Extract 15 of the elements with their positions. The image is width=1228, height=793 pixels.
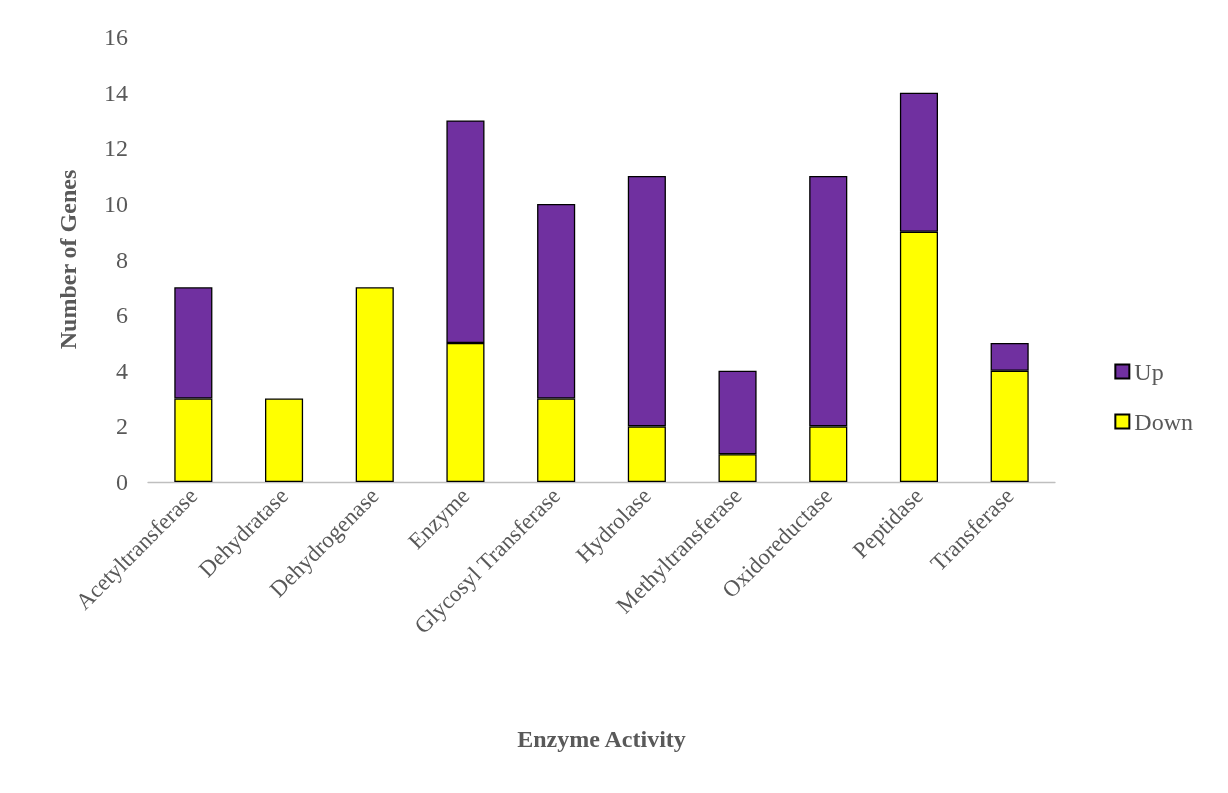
y-tick-label: 10 <box>104 190 128 217</box>
legend-label: Down <box>1134 408 1194 435</box>
y-tick-label: 2 <box>116 413 128 440</box>
x-axis-title: Enzyme Activity <box>517 726 686 752</box>
y-tick-label: 16 <box>104 24 128 50</box>
y-tick-label: 8 <box>116 246 128 273</box>
y-tick-label: 12 <box>104 135 128 162</box>
bar <box>265 398 304 482</box>
y-tick-label: 4 <box>116 357 128 384</box>
bar <box>355 287 394 482</box>
legend-label: Up <box>1134 358 1164 385</box>
y-tick-label: 6 <box>116 302 128 329</box>
y-axis-title: Number of Genes <box>55 169 81 350</box>
y-tick-label: 14 <box>104 79 128 106</box>
y-tick-label: 0 <box>116 469 128 495</box>
